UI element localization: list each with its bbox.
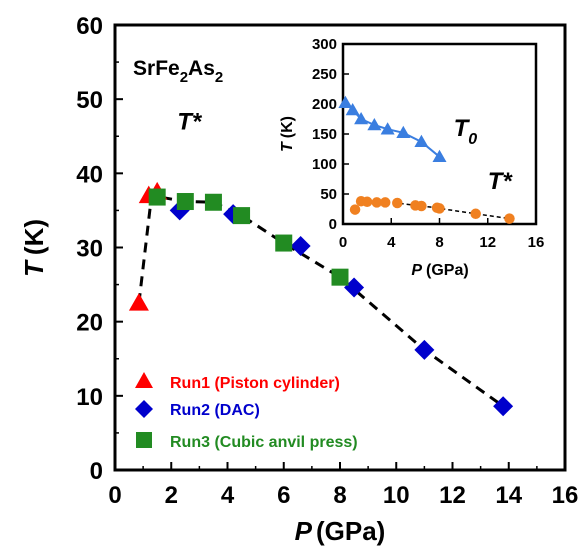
main-data-point	[233, 207, 251, 225]
legend-label-run2: Run2 (DAC)	[170, 402, 260, 419]
inset-tstar-point	[349, 204, 361, 215]
main-x-tick-label: 6	[277, 482, 290, 509]
inset-plot-frame	[341, 42, 538, 226]
main-data-point	[148, 188, 166, 206]
main-y-tick-label: 10	[76, 384, 103, 411]
main-data-point	[331, 268, 349, 286]
inset-y-tick-label: 250	[312, 66, 337, 83]
inset-t0-point	[414, 134, 429, 148]
main-data-point	[344, 277, 365, 298]
inset-data-marks	[338, 95, 515, 224]
inset-y-tick-label: 0	[329, 216, 337, 233]
main-data-point	[275, 234, 293, 252]
inset-tstar-annotation: T*	[488, 168, 514, 195]
main-x-tick-label: 4	[221, 482, 235, 509]
main-y-axis-label: T(K)	[19, 219, 49, 277]
inset-tstar-point	[371, 197, 383, 208]
main-data-point	[128, 293, 149, 311]
inset-t0-point	[432, 149, 447, 163]
main-data-marks	[128, 181, 514, 417]
inset-t0-point	[367, 118, 382, 131]
inset-x-tick-label: 4	[387, 234, 396, 251]
inset-t0-point	[338, 95, 353, 109]
main-data-point	[176, 193, 194, 211]
inset-y-axis-label: T(K)	[279, 116, 296, 152]
main-x-tick-label: 10	[383, 482, 410, 509]
inset-t0-annotation: T0	[454, 115, 478, 148]
main-data-point	[493, 396, 514, 417]
inset-y-tick-label: 50	[320, 186, 337, 203]
legend-marker-run1	[135, 372, 153, 388]
inset-tstar-point	[392, 197, 403, 209]
main-x-axis-label: P (GPa)	[295, 516, 386, 546]
inset-tstar-point	[416, 200, 427, 212]
main-data-point	[204, 193, 222, 211]
legend-label-run3: Run3 (Cubic anvil press)	[170, 434, 358, 451]
inset-x-tick-label: 8	[435, 234, 443, 251]
main-x-tick-label: 16	[552, 482, 579, 509]
main-x-tick-label: 8	[333, 482, 346, 509]
legend-marker-run3	[136, 432, 152, 448]
inset-y-tick-label: 200	[312, 96, 337, 113]
legend-label-run1: Run1 (Piston cylinder)	[170, 375, 340, 392]
main-y-tick-label: 40	[76, 161, 103, 188]
inset-t0-point	[396, 125, 411, 139]
inset-tstar-point	[470, 208, 481, 220]
inset-t0-point	[354, 112, 369, 125]
main-x-tick-label: 0	[108, 482, 121, 509]
inset-y-tick-label: 150	[312, 126, 337, 143]
main-y-tick-label: 50	[76, 87, 103, 114]
inset-t0-point	[380, 122, 395, 135]
main-x-tick-label: 14	[495, 482, 522, 509]
legend-marker-run2	[135, 400, 153, 418]
compound-label: SrFe2As2	[133, 57, 223, 86]
inset-x-tick-label: 0	[339, 234, 347, 251]
main-y-tick-label: 60	[76, 13, 103, 40]
main-y-tick-label: 30	[76, 236, 103, 263]
main-data-point	[414, 339, 435, 360]
inset-t0-point	[345, 103, 360, 116]
inset-y-tick-label: 100	[312, 156, 337, 173]
inset-x-tick-label: 16	[528, 234, 545, 251]
inset-tstar-point	[504, 213, 515, 224]
legend: Run1 (Piston cylinder) Run2 (DAC) Run3 (…	[135, 372, 358, 451]
inset-x-axis-label: P (GPa)	[411, 262, 468, 279]
inset-axis-ticks: 0 4 8 12 16 0 50 100 150 200 250 300	[312, 36, 544, 251]
inset-y-tick-label: 300	[312, 36, 337, 53]
main-x-tick-label: 2	[165, 482, 178, 509]
main-y-tick-label: 0	[90, 458, 103, 485]
inset-x-tick-label: 12	[479, 234, 496, 251]
main-y-tick-label: 20	[76, 310, 103, 337]
main-x-tick-label: 12	[439, 482, 466, 509]
inset-tstar-point	[379, 197, 391, 208]
main-tstar-annotation: T*	[177, 109, 203, 136]
inset-tstar-point	[361, 196, 373, 208]
main-data-point	[290, 236, 311, 257]
inset-tstar-point	[434, 203, 445, 214]
